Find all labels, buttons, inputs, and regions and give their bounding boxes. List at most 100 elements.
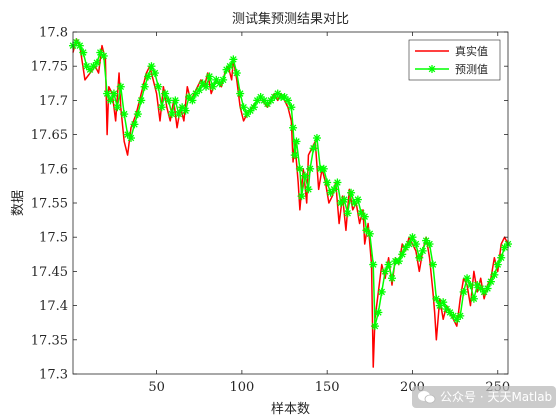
data-point [428, 260, 437, 269]
data-point [323, 178, 332, 187]
data-point [79, 48, 88, 57]
data-point [249, 103, 258, 112]
data-point [459, 287, 468, 296]
data-point [456, 311, 465, 320]
data-point [212, 75, 221, 84]
data-point [347, 188, 356, 197]
ticks-layer: 5010015020025017.317.3517.417.4517.517.5… [31, 26, 510, 396]
data-point [147, 62, 156, 71]
data-point [493, 260, 502, 269]
data-point [374, 308, 383, 317]
series-markers-1 [69, 38, 512, 331]
data-point [306, 164, 315, 173]
data-point [381, 267, 390, 276]
y-tick-label: 17.4 [39, 299, 68, 314]
data-point [202, 82, 211, 91]
data-point [411, 240, 420, 249]
data-point [222, 65, 231, 74]
data-point [486, 277, 495, 286]
y-tick-label: 17.8 [39, 26, 68, 41]
data-point [106, 96, 115, 105]
data-point [295, 164, 304, 173]
data-point [116, 82, 125, 91]
data-point [422, 236, 431, 245]
y-tick-label: 17.5 [39, 231, 68, 246]
y-tick-label: 17.6 [39, 162, 68, 177]
y-tick-label: 17.45 [31, 265, 68, 280]
x-axis-label: 样本数 [271, 402, 310, 417]
data-point [144, 72, 153, 81]
data-point [497, 253, 506, 262]
data-point [343, 209, 352, 218]
data-point [432, 294, 441, 303]
data-point [289, 123, 298, 132]
data-point [174, 110, 183, 119]
data-point [164, 96, 173, 105]
data-point [466, 281, 475, 290]
data-point [75, 41, 84, 50]
wechat-icon [418, 391, 436, 404]
data-point [290, 151, 299, 160]
data-point [208, 82, 217, 91]
x-tick-label: 150 [315, 380, 340, 395]
data-point [113, 103, 122, 112]
data-point [398, 250, 407, 259]
data-point [229, 55, 238, 64]
data-point [123, 130, 132, 139]
data-point [333, 178, 342, 187]
data-point [130, 120, 139, 129]
data-point [150, 69, 159, 78]
watermark-text: 公众号 · 天天Matlab [440, 390, 552, 404]
legend-label-true: 真实值 [455, 44, 488, 58]
legend: 真实值 预测值 [408, 39, 501, 81]
data-point [133, 110, 142, 119]
data-point [103, 89, 112, 98]
data-point [388, 274, 396, 283]
data-point [270, 92, 279, 101]
data-point [405, 240, 414, 249]
data-point [140, 82, 149, 91]
data-point [161, 89, 170, 98]
data-point [319, 164, 328, 173]
data-point [239, 103, 248, 112]
data-point [120, 110, 129, 119]
data-point [253, 96, 262, 105]
data-point [483, 284, 492, 293]
y-tick-label: 17.65 [31, 128, 68, 143]
data-point [394, 257, 403, 266]
data-point [415, 253, 424, 262]
data-point [205, 72, 214, 81]
watermark: 公众号 · 天天Matlab [412, 386, 556, 408]
data-point [312, 134, 321, 143]
data-point [236, 89, 245, 98]
data-point [225, 62, 234, 71]
data-point [167, 110, 176, 119]
data-point [365, 229, 374, 238]
data-point [370, 322, 379, 331]
data-point [127, 134, 135, 143]
data-point [304, 185, 313, 194]
data-point [292, 137, 301, 146]
data-point [463, 274, 472, 283]
data-point [157, 103, 166, 112]
data-point [425, 240, 434, 249]
data-point [439, 298, 448, 307]
data-point [195, 86, 204, 95]
watermark-background [412, 386, 556, 408]
data-point [297, 192, 306, 201]
legend-label-pred: 预测值 [455, 63, 488, 76]
data-point [171, 96, 180, 105]
data-point [353, 195, 362, 204]
data-point [99, 51, 108, 60]
axes-box [72, 31, 509, 375]
data-point [283, 96, 292, 105]
x-tick-label: 50 [148, 380, 165, 395]
data-point [369, 260, 378, 269]
y-tick-label: 17.55 [31, 197, 68, 212]
data-point [92, 58, 101, 67]
legend-marker-pred [428, 65, 436, 73]
y-tick-label: 17.75 [31, 60, 68, 75]
data-point [232, 69, 241, 78]
y-tick-label: 17.35 [31, 333, 68, 348]
